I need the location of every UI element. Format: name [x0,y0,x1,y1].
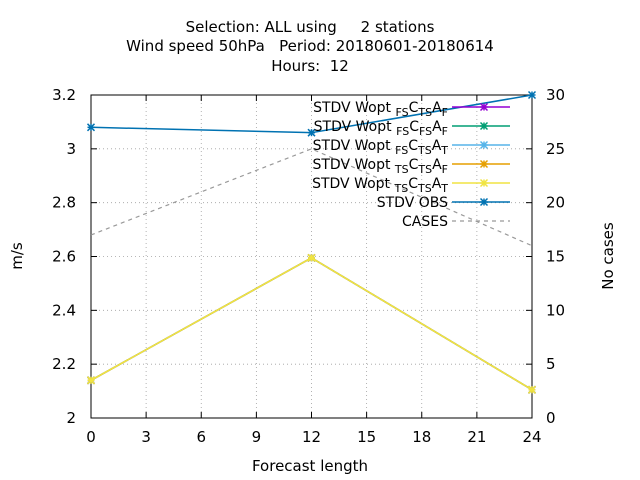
y2-tick-label: 5 [546,355,556,373]
y2-tick-label: 20 [546,194,565,212]
x-axis-label: Forecast length [252,457,368,475]
axes: 0 3 6 9 12 15 18 21 24 2 2.2 2.4 2.6 2.8 3 3.2 0 5 10 15 20 2… [52,86,565,446]
y2-tick-label: 10 [546,301,565,319]
y2-tick-label: 25 [546,140,565,158]
x-tick-label: 12 [302,428,321,446]
y-tick-label: 3 [66,140,76,158]
data-point [307,253,316,262]
x-tick-label: 21 [467,428,486,446]
legend-label: STDV Wopt FSCFSAF [314,119,448,138]
y2-axis-label: No cases [599,222,617,290]
data-point [86,123,96,132]
legend-marker [479,102,489,112]
legend-marker [479,197,489,207]
x-tick-label: 3 [141,428,151,446]
data-point [527,385,537,394]
legend-entry: STDV Wopt FSCTSAT [313,138,510,157]
legend-entry: STDV Wopt FSCFSAF [314,119,510,138]
y-tick-label: 2.4 [52,301,76,319]
x-tick-label: 0 [86,428,96,446]
y-tick-label: 2.6 [52,248,76,266]
y2-tick-label: 15 [546,248,565,266]
x-tick-label: 18 [412,428,431,446]
data-point [86,376,96,385]
y-tick-label: 2 [66,409,76,427]
legend-entry: STDV OBS [377,195,510,211]
y-axis-label: m/s [8,242,26,270]
chart-title: Selection: ALL using 2 stations Wind spe… [126,18,494,75]
x-tick-label: 15 [357,428,376,446]
legend-entry: STDV Wopt FSCTSAF [313,100,510,119]
title-line-2: Wind speed 50hPa Period: 20180601-201806… [126,37,494,55]
legend-marker [479,178,489,188]
legend-label: STDV OBS [377,195,448,211]
title-line-1: Selection: ALL using 2 stations [186,18,435,36]
legend-entry: STDV Wopt TSCTSAF [312,157,510,176]
legend-label: STDV Wopt TSCTSAF [312,157,448,176]
y2-tick-label: 30 [546,86,565,104]
legend-label: CASES [402,214,448,230]
x-tick-label: 6 [196,428,206,446]
legend-label: STDV Wopt TSCTSAT [312,176,448,195]
legend-entry: CASES [402,214,510,230]
legend-marker [479,121,489,131]
y-tick-label: 3.2 [52,86,76,104]
legend-label: STDV Wopt FSCTSAT [313,138,449,157]
title-line-3: Hours: 12 [271,57,349,75]
y-tick-label: 2.8 [52,194,76,212]
legend-label: STDV Wopt FSCTSAF [313,100,448,119]
y-tick-label: 2.2 [52,355,76,373]
x-tick-label: 9 [252,428,262,446]
x-tick-label: 24 [522,428,541,446]
y2-tick-label: 0 [546,409,556,427]
legend-entry: STDV Wopt TSCTSAT [312,176,510,195]
data-point [307,128,316,137]
legend-marker [479,140,489,150]
data-point [527,90,537,100]
legend-marker [479,159,489,169]
